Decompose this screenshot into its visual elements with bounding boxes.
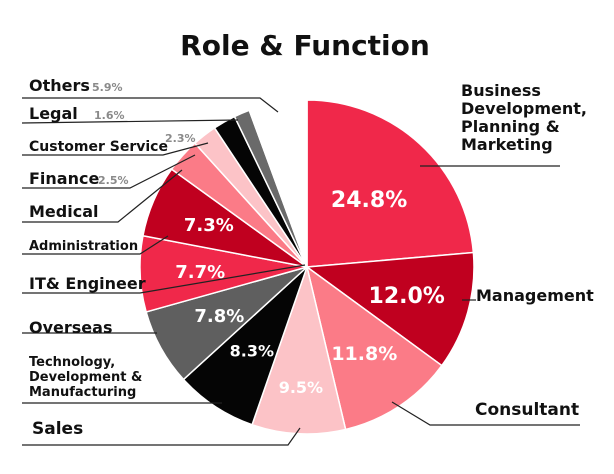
category-label-management: Management [476,286,594,305]
category-label-others: Others [29,76,90,95]
category-label-overseas: Overseas [29,318,112,337]
leader-line-sales [22,427,301,446]
leader-line-administration [22,235,169,255]
value-label-administration: 7.3% [184,215,234,236]
leader-lines [21,97,580,446]
slice-management [304,251,475,367]
leader-line-it-engineer [22,264,306,294]
value-label-finance: 2.5% [98,174,129,187]
chart-title: Role & Function [180,29,430,62]
category-label-administration: Administration [29,239,138,254]
value-label-consultant: 11.8% [331,343,397,365]
value-label-it-engineer: 7.7% [175,262,225,283]
value-label-technology-development-manufacturing: 8.3% [230,341,274,360]
category-label-sales: Sales [32,419,83,439]
leader-line-finance [22,154,196,189]
slice-others [248,99,308,268]
leader-line-others [22,97,279,113]
category-label-legal: Legal [29,104,78,123]
slice-labels: 24.8% Business Development, Planning & Marke… [29,76,594,439]
leader-line-legal [21,119,239,124]
value-label-others: 5.9% [92,81,123,94]
category-label-consultant: Consultant [475,400,579,420]
value-label-legal: 1.6% [94,109,125,122]
value-label-management: 12.0% [369,284,445,309]
slice-business-development-planning-marketing [306,99,475,268]
category-label-it-engineer: IT& Engineer [29,274,146,293]
category-label-medical: Medical [29,202,98,221]
value-label-overseas: 7.8% [194,306,244,327]
leader-line-medical [22,169,183,223]
slice-sales [251,264,347,435]
category-label-business-development-planning-marketing: Business Development, Planning & Marketing [461,81,587,154]
value-label-sales: 9.5% [279,378,323,397]
value-label-customer-service: 2.3% [165,132,196,145]
category-label-technology-development-manufacturing: Technology, Development & Manufacturing [29,355,142,400]
leader-line-customer-service [22,142,209,156]
value-label-business-development-planning-marketing: 24.8% [331,188,407,213]
category-label-customer-service: Customer Service [29,139,168,155]
pie-slices [139,99,475,435]
category-label-finance: Finance [29,169,99,188]
leader-line-consultant [391,401,580,426]
